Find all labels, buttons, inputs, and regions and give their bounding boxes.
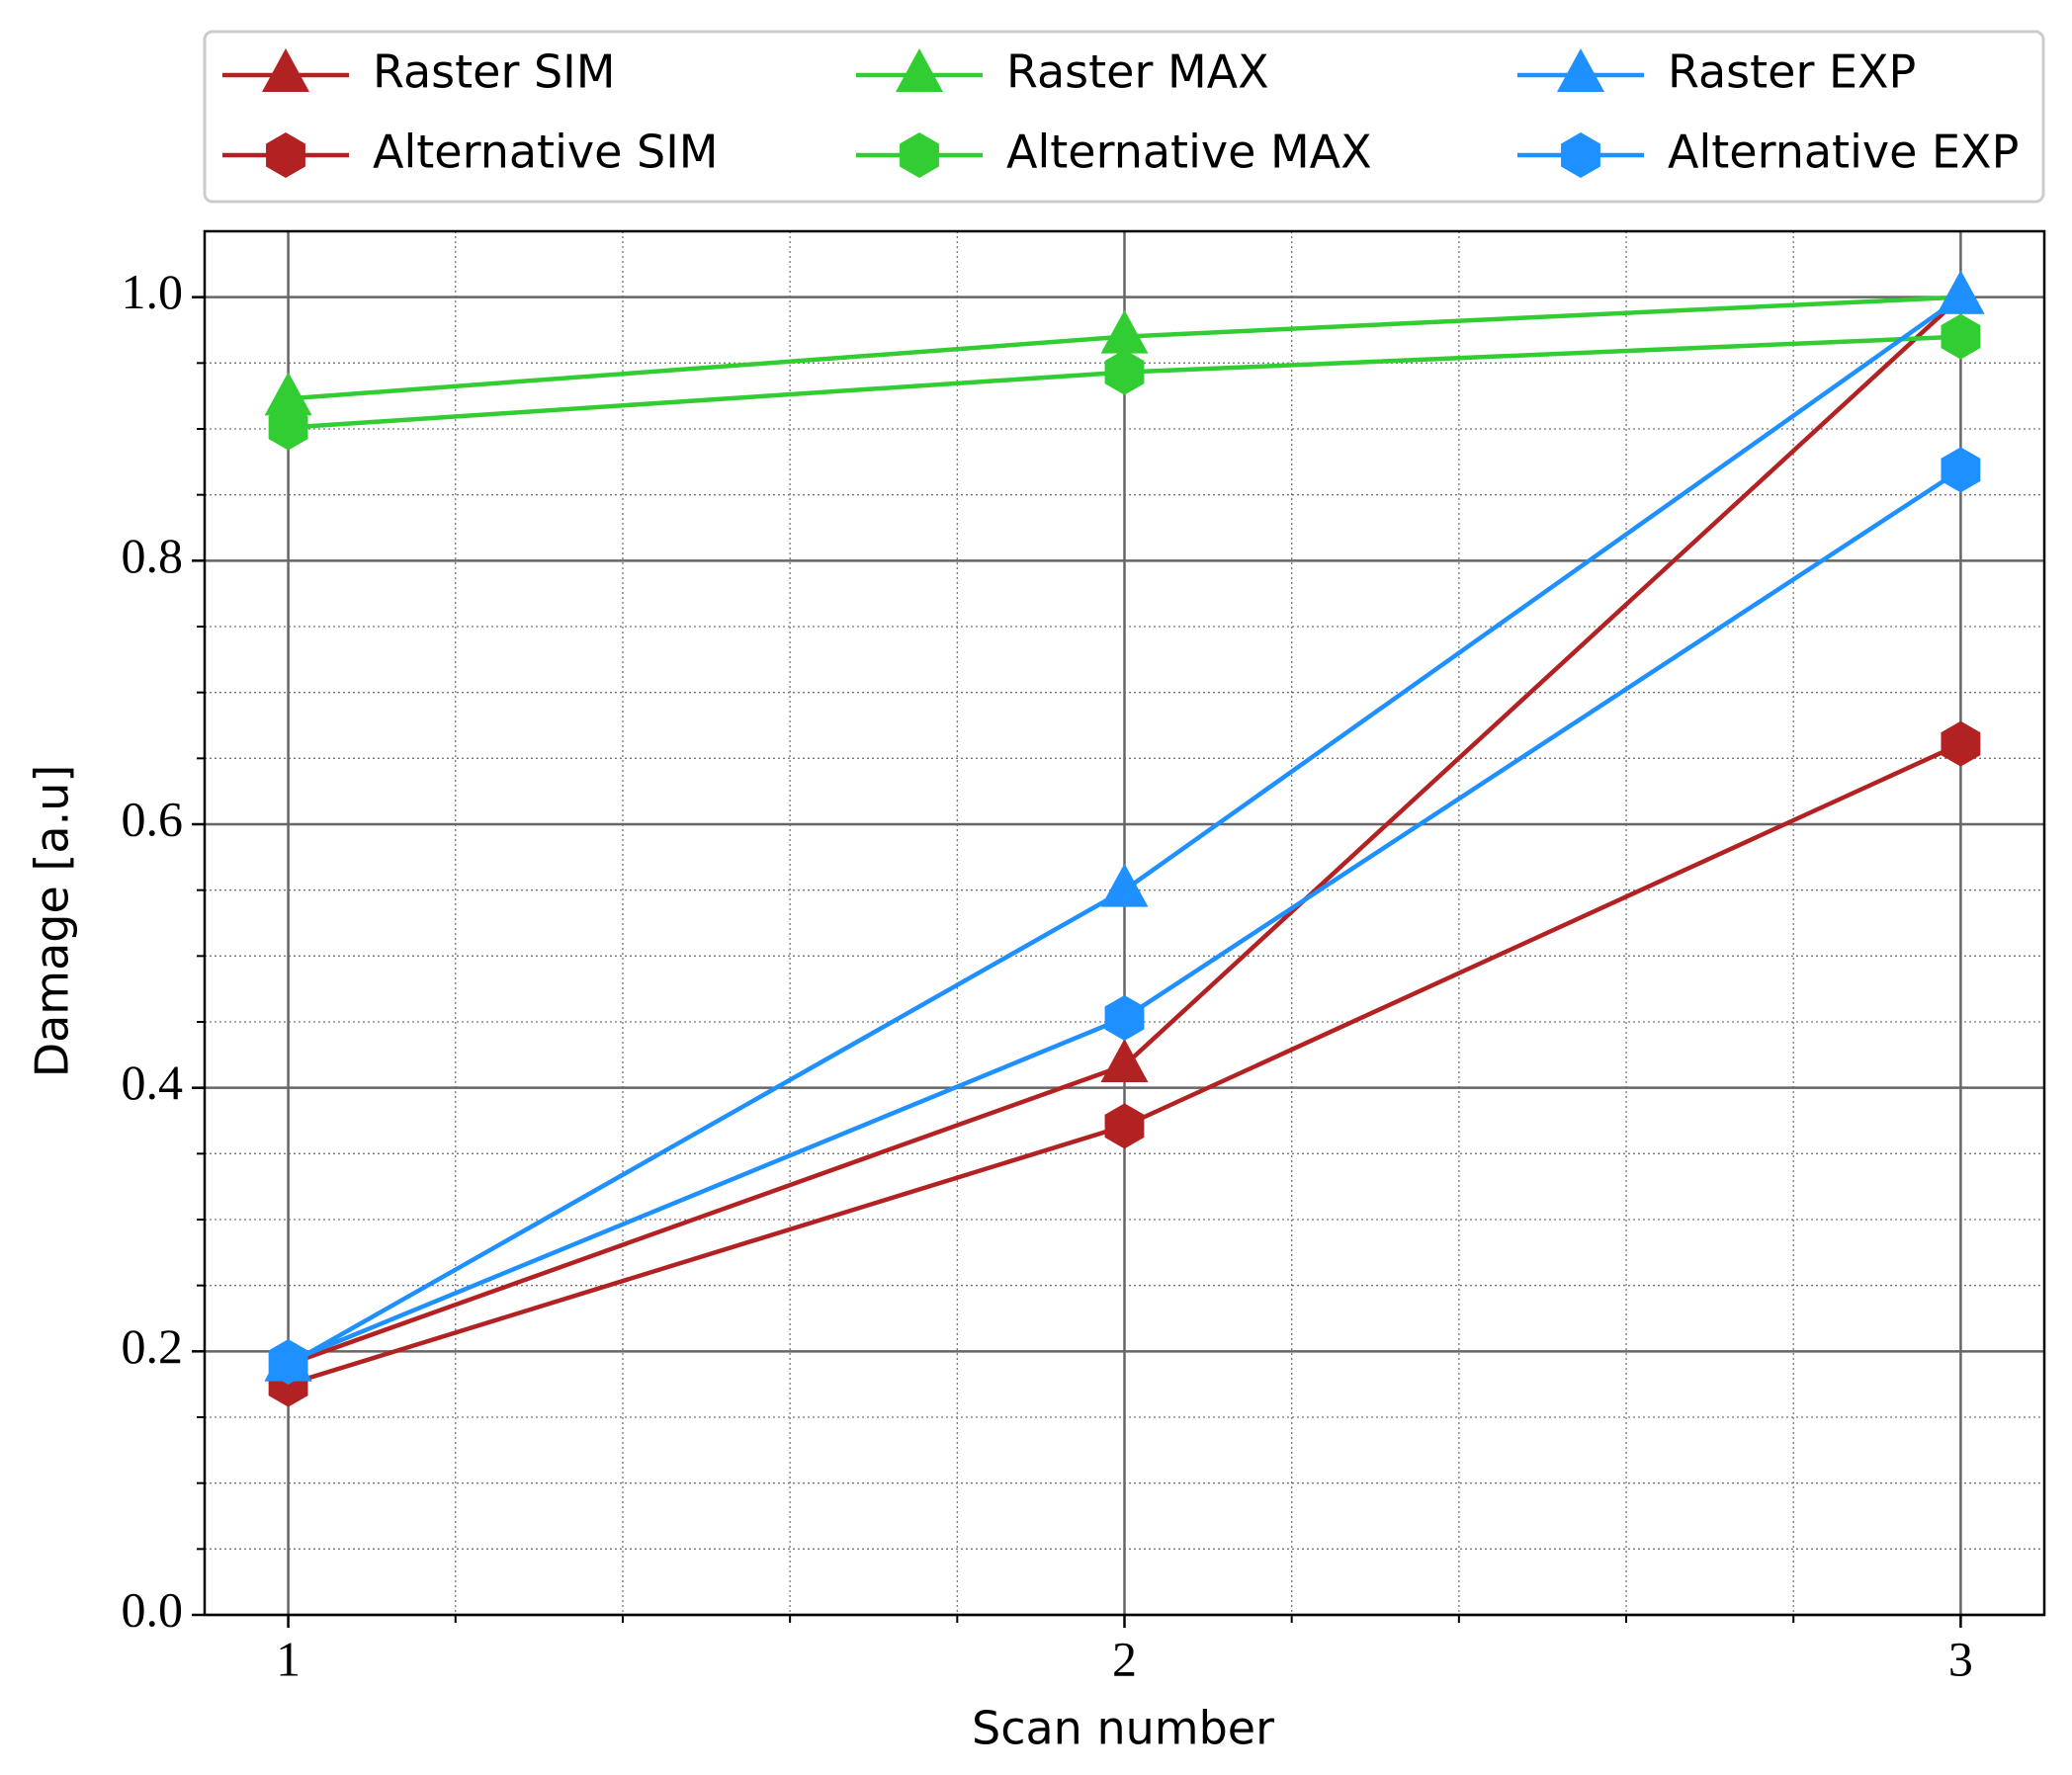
hexagon-marker — [1941, 447, 1981, 493]
y-axis-label: Damage [a.u] — [26, 765, 79, 1078]
legend-label: Alternative MAX — [1006, 126, 1372, 179]
triangle-marker — [1100, 863, 1149, 907]
y-tick-label: 0.2 — [122, 1318, 184, 1374]
plot-frame — [203, 229, 2046, 1617]
triangle-marker — [1100, 309, 1149, 354]
hexagon-marker — [266, 132, 305, 178]
y-tick-label: 1.0 — [122, 264, 184, 319]
legend-label: Raster SIM — [373, 45, 615, 99]
plot — [264, 270, 1985, 1407]
triangle-marker — [264, 372, 312, 416]
hexagon-marker — [1941, 313, 1981, 360]
grid — [192, 231, 2044, 1628]
legend-label: Alternative EXP — [1668, 126, 2019, 179]
x-tick-label: 2 — [1112, 1631, 1137, 1686]
triangle-marker — [896, 48, 943, 92]
y-tick-label: 0.8 — [122, 528, 184, 583]
legend-label: Raster MAX — [1006, 45, 1269, 99]
x-axis-label: Scan number — [972, 1702, 1274, 1755]
triangle-marker — [1100, 1039, 1149, 1082]
legend-label: Alternative SIM — [373, 126, 718, 179]
y-tick-label: 0.0 — [122, 1581, 184, 1637]
hexagon-marker — [1104, 1103, 1145, 1149]
y-tick-label: 0.4 — [122, 1055, 184, 1110]
hexagon-marker — [268, 404, 308, 451]
hexagon-marker — [1104, 995, 1145, 1041]
triangle-marker — [1937, 270, 1985, 314]
triangle-marker — [262, 48, 309, 92]
triangle-marker — [1557, 48, 1604, 92]
x-tick-label: 1 — [276, 1631, 301, 1686]
hexagon-marker — [1104, 349, 1145, 395]
y-tick-label: 0.6 — [122, 791, 184, 846]
hexagon-marker — [268, 1339, 308, 1385]
hexagon-marker — [1561, 132, 1600, 178]
hexagon-marker — [1941, 720, 1981, 767]
hexagon-marker — [900, 132, 939, 178]
x-tick-label: 3 — [1948, 1631, 1973, 1686]
legend-label: Raster EXP — [1668, 45, 1916, 99]
